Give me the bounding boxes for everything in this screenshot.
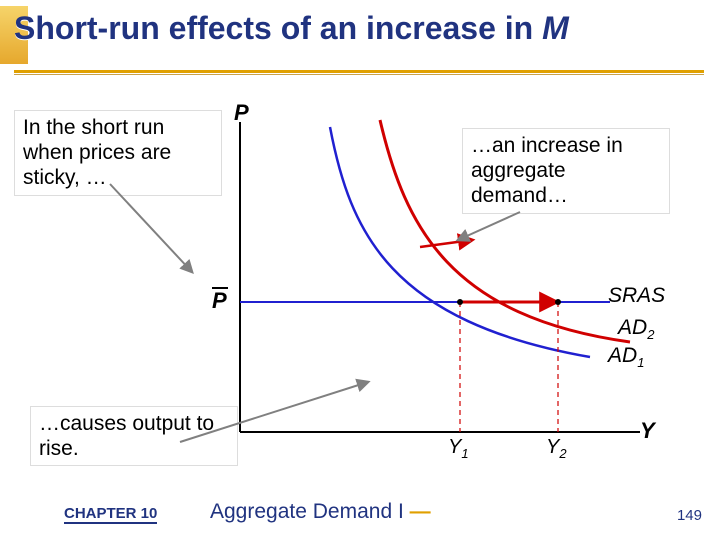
tick-y2: Y2 bbox=[546, 436, 567, 461]
caption-sticky-prices: In the short run when prices are sticky,… bbox=[14, 110, 222, 196]
pbar-label: P bbox=[212, 288, 227, 314]
ad1-label: AD1 bbox=[608, 344, 644, 370]
ad-sras-chart: P Y P SRAS AD1 AD2 Y1 Y2 bbox=[210, 112, 650, 472]
title-rule bbox=[14, 70, 704, 73]
dash-icon: — bbox=[410, 500, 431, 523]
slide-title: Short-run effects of an increase in M bbox=[14, 12, 569, 46]
pointer-right-caption bbox=[458, 212, 520, 240]
x-axis-label: Y bbox=[640, 418, 655, 444]
footer-chapter: CHAPTER 10 bbox=[64, 505, 157, 524]
sras-label: SRAS bbox=[608, 284, 665, 308]
pointer-left-caption bbox=[110, 184, 192, 272]
caption-output-rises: …causes output to rise. bbox=[30, 406, 238, 466]
ad2-label: AD2 bbox=[618, 316, 654, 342]
footer-topic: Aggregate Demand I — bbox=[210, 500, 431, 524]
title-text: Short-run effects of an increase in bbox=[14, 10, 542, 46]
tick-y1: Y1 bbox=[448, 436, 469, 461]
ad2-curve bbox=[380, 120, 630, 342]
chart-svg bbox=[210, 112, 650, 472]
title-rule-thin bbox=[14, 74, 704, 75]
shift-arrow bbox=[420, 240, 472, 247]
eq-point-2 bbox=[555, 299, 561, 305]
slide: { "slide": { "title_prefix": "Short-run … bbox=[0, 0, 720, 540]
title-variable: M bbox=[542, 10, 569, 46]
footer-page-number: 149 bbox=[677, 507, 702, 524]
eq-point-1 bbox=[457, 299, 463, 305]
y-axis-label: P bbox=[234, 100, 249, 126]
